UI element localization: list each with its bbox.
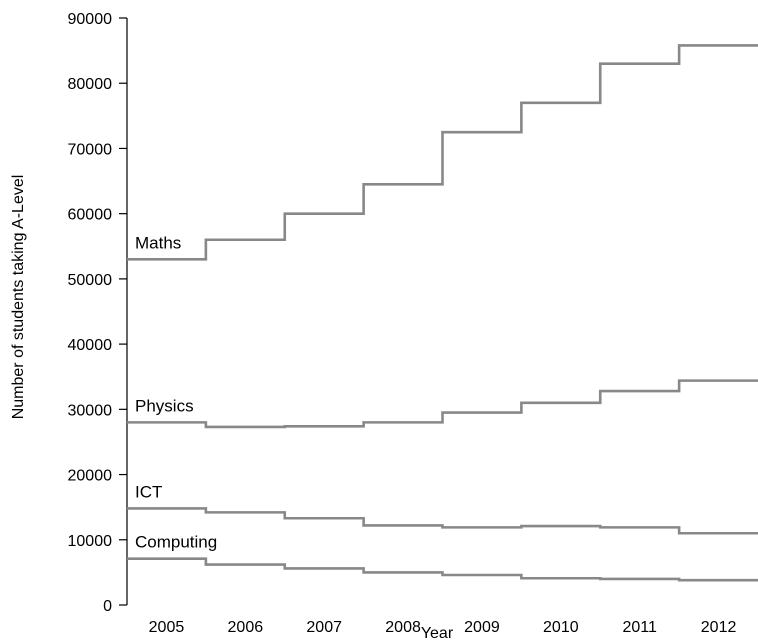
series-line-ict: [127, 507, 758, 535]
x-tick-label: 2010: [543, 619, 579, 636]
series-layer: [127, 44, 758, 582]
x-tick-label: 2005: [149, 619, 185, 636]
series-line-maths: [127, 44, 758, 261]
series-label-physics: Physics: [135, 396, 194, 415]
series-label-computing: Computing: [135, 533, 217, 552]
x-tick-label: 2012: [701, 619, 737, 636]
y-tick-label: 10000: [68, 533, 113, 550]
y-tick-label: 90000: [68, 11, 113, 28]
x-tick-label: 2011: [622, 619, 657, 636]
y-tick-label: 0: [103, 598, 112, 615]
x-tick-label: 2009: [464, 619, 500, 636]
y-tick-label: 80000: [68, 76, 113, 93]
y-tick-label: 70000: [68, 141, 113, 158]
x-tick-label: 2006: [228, 619, 264, 636]
y-axis-title: Number of students taking A-Level: [10, 175, 27, 420]
y-tick-label: 40000: [68, 337, 113, 354]
x-tick-label: 2008: [385, 619, 421, 636]
series-label-ict: ICT: [135, 482, 162, 501]
y-tick-label: 50000: [68, 272, 113, 289]
series-label-layer: Maths Physics ICT Computing: [135, 233, 217, 551]
series-line-computing: [127, 557, 758, 582]
x-axis: 2005 2006 2007 2008 2009 2010 2011 2012: [149, 619, 737, 636]
x-tick-label: 2007: [306, 619, 342, 636]
series-line-physics: [127, 379, 758, 429]
y-axis: 0 10000 20000 30000 40000 50000 60000 70000 8000…: [68, 11, 128, 615]
x-axis-title: Year: [421, 625, 454, 642]
y-tick-label: 60000: [68, 207, 113, 224]
y-tick-label: 20000: [68, 468, 113, 485]
series-label-maths: Maths: [135, 233, 181, 252]
y-tick-label: 30000: [68, 402, 113, 419]
